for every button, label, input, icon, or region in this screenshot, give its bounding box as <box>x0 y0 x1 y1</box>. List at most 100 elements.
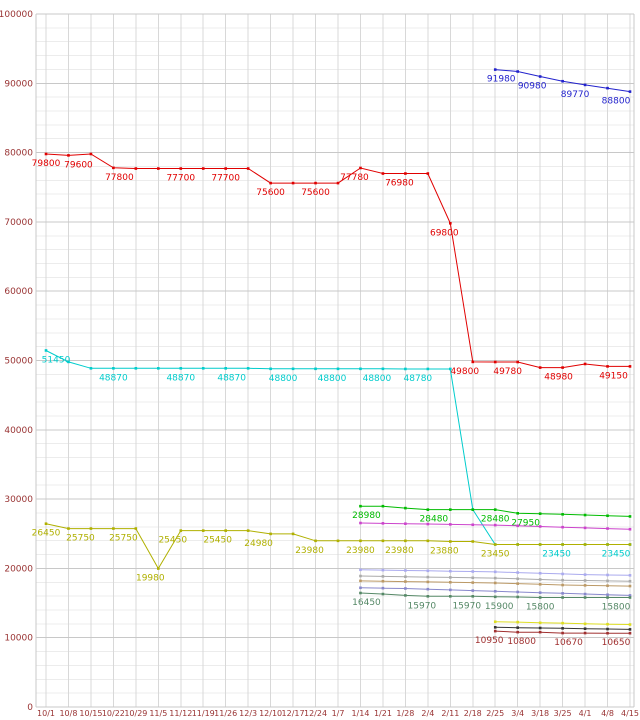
series-yellow-point <box>493 620 497 624</box>
series-red-point <box>201 167 205 170</box>
series-olive-value-label: 24980 <box>244 539 273 549</box>
x-axis-label: 10/22 <box>102 709 125 718</box>
series-red-point <box>561 366 564 369</box>
series-olive-point <box>381 539 385 543</box>
series-green-point <box>471 508 475 511</box>
series-green-point <box>561 513 564 516</box>
x-axis-label: 1/28 <box>396 709 414 718</box>
series-cyan-point <box>201 367 205 370</box>
y-axis-label: 100000 <box>0 10 33 20</box>
series-lavender-point <box>449 569 452 573</box>
x-axis-label: 4/15 <box>621 709 639 718</box>
series-red-point <box>381 172 385 175</box>
series-black-point <box>606 627 609 631</box>
series-olive-point <box>67 527 70 530</box>
series-olive-value-label: 23880 <box>430 547 459 557</box>
series-tan-point <box>471 581 475 584</box>
series-black-point <box>493 626 497 629</box>
series-green-point <box>493 508 497 511</box>
series-olive-point <box>246 529 250 532</box>
series-cyan-point <box>179 367 183 370</box>
series-olive-value-label: 23450 <box>481 549 510 559</box>
series-tan-point <box>359 579 362 583</box>
series-periwinkle-point <box>561 592 564 595</box>
series-red-point <box>628 365 632 368</box>
series-darkgreen-value-label: 15800 <box>602 603 631 613</box>
series-periwinkle-point <box>471 589 475 592</box>
series-periwinkle-point <box>516 590 519 594</box>
series-periwinkle-point <box>359 586 362 590</box>
series-green-value-label: 28980 <box>352 511 381 521</box>
series-darkgreen-value-label: 16450 <box>352 598 381 608</box>
series-maroon-point <box>538 630 542 634</box>
series-blue-value-label: 91980 <box>487 75 516 85</box>
y-axis-label: 30000 <box>4 495 33 505</box>
series-olive-point <box>291 532 295 536</box>
series-red-point <box>336 181 340 185</box>
series-black-point <box>516 626 519 629</box>
x-axis-label: 2/25 <box>486 709 504 718</box>
series-lavender-point <box>471 570 475 573</box>
series-gray-point <box>404 575 407 579</box>
series-darkgreen-point <box>606 596 609 599</box>
series-cyan-point <box>134 367 138 370</box>
series-cyan-value-label: 48780 <box>404 374 433 384</box>
series-gray-point <box>426 575 430 579</box>
series-olive-point <box>179 529 183 532</box>
series-cyan-point <box>224 367 227 370</box>
series-maroon-point <box>493 629 497 633</box>
series-darkgreen-point <box>381 592 385 596</box>
x-axis-label: 12/24 <box>304 709 327 718</box>
series-maroon-point <box>561 631 564 635</box>
series-lavender-point <box>381 568 385 572</box>
series-blue-point <box>538 75 542 78</box>
series-red-value-label: 79800 <box>32 159 61 169</box>
series-cyan-point <box>336 367 340 371</box>
series-red-value-label: 48980 <box>544 373 573 383</box>
series-gray-point <box>493 576 497 580</box>
series-tan-point <box>404 580 407 583</box>
series-gray-point <box>606 579 609 583</box>
series-magenta-point <box>404 522 407 526</box>
series-tan-point <box>493 581 497 585</box>
series-red-point <box>89 152 93 156</box>
series-olive-point <box>449 540 452 543</box>
series-red-point <box>404 172 407 175</box>
series-lavender-point <box>606 573 609 577</box>
y-axis-label: 90000 <box>4 79 33 89</box>
series-cyan-value-label: 48800 <box>363 374 392 384</box>
series-olive-point <box>538 543 542 546</box>
x-axis-label: 11/5 <box>149 709 167 718</box>
series-olive-point <box>493 543 497 546</box>
x-axis-label: 10/1 <box>37 709 55 718</box>
series-olive-point <box>314 539 317 543</box>
series-lavender-point <box>359 568 362 572</box>
series-darkgreen-point <box>359 591 362 595</box>
series-red-point <box>224 167 227 170</box>
series-magenta-point <box>471 523 475 527</box>
series-olive-point <box>157 567 160 570</box>
series-olive-point <box>44 522 48 526</box>
series-gray-point <box>628 579 632 583</box>
series-olive-value-label: 25750 <box>109 534 138 544</box>
series-black-point <box>561 627 564 630</box>
series-maroon-point <box>583 631 587 635</box>
series-darkgreen-point <box>516 595 519 599</box>
series-red-point <box>44 152 48 156</box>
series-periwinkle-point <box>628 594 632 597</box>
series-lavender-point <box>538 571 542 575</box>
series-blue-value-label: 88800 <box>602 97 631 107</box>
series-olive-point <box>201 529 205 532</box>
series-cyan-point <box>291 367 295 371</box>
series-blue-point <box>606 86 609 90</box>
series-periwinkle-point <box>583 592 587 596</box>
series-yellow-point <box>606 622 609 626</box>
series-red-point <box>493 360 497 364</box>
x-axis-label: 10/8 <box>59 709 77 718</box>
x-axis-label: 4/1 <box>579 709 592 718</box>
series-blue-value-label: 89770 <box>561 90 590 100</box>
series-darkgreen-point <box>538 596 542 599</box>
series-lavender-point <box>516 571 519 574</box>
series-darkgreen-value-label: 15970 <box>408 601 437 611</box>
